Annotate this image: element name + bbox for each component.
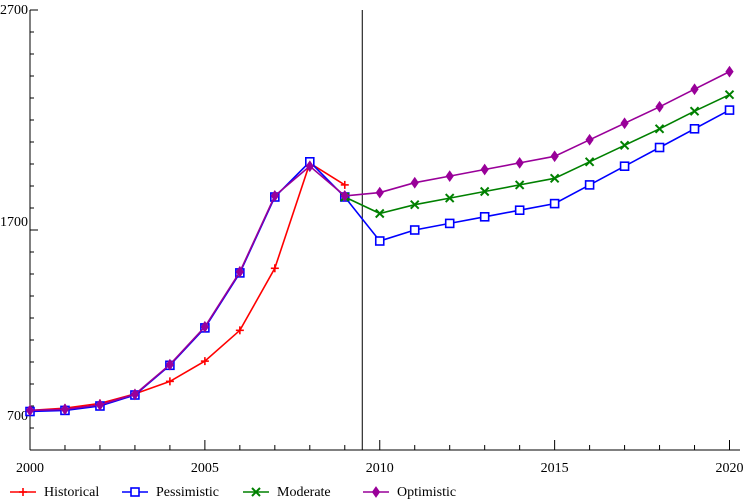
data-point-moderate [584, 157, 595, 167]
data-point-optimistic [270, 190, 279, 202]
data-point-optimistic [690, 83, 699, 96]
legend-label-pessimistic: Pessimistic [156, 485, 219, 500]
data-point-pessimistic [514, 205, 525, 215]
data-point-historical [200, 357, 209, 366]
data-point-pessimistic [444, 218, 455, 229]
series-pessimistic [25, 105, 735, 417]
series-moderate [340, 89, 735, 219]
data-point-pessimistic [584, 180, 595, 190]
series-historical [26, 159, 349, 415]
data-point-optimistic [25, 404, 35, 417]
series-line-moderate [344, 93, 730, 215]
series-optimistic [25, 65, 734, 417]
data-point-optimistic [655, 100, 664, 113]
legend-label-historical: Historical [44, 485, 99, 500]
data-point-optimistic [375, 186, 384, 199]
data-point-optimistic [550, 150, 559, 163]
legend-label-moderate: Moderate [277, 485, 331, 500]
legend-marker-optimistic [371, 486, 381, 498]
y-tick-label: 1700 [0, 215, 28, 230]
legend-item-optimistic: Optimistic [363, 485, 456, 500]
data-point-moderate [514, 180, 525, 190]
data-point-pessimistic [479, 212, 490, 222]
data-point-pessimistic [374, 236, 385, 246]
data-point-pessimistic [689, 124, 700, 134]
data-point-optimistic [480, 163, 489, 176]
data-point-moderate [375, 208, 385, 219]
data-point-optimistic [165, 358, 175, 371]
legend-marker-moderate [251, 487, 261, 497]
data-point-optimistic [60, 403, 70, 416]
legend-marker-pessimistic [130, 487, 140, 497]
data-point-moderate [479, 186, 490, 197]
data-point-moderate [549, 173, 560, 184]
x-tick-label: 2010 [366, 461, 394, 476]
data-point-pessimistic [619, 161, 630, 171]
data-point-optimistic [130, 388, 140, 401]
data-point-optimistic [305, 160, 314, 173]
series-line-historical [29, 161, 346, 412]
legend-label-optimistic: Optimistic [397, 485, 456, 500]
data-point-moderate [410, 199, 420, 210]
data-point-historical [165, 377, 174, 386]
data-point-moderate [619, 140, 630, 151]
data-point-pessimistic [409, 225, 420, 235]
axes: 2000 2005 2010 2015 2020 700 1700 2700 [0, 3, 743, 476]
data-point-pessimistic [724, 105, 735, 115]
data-point-pessimistic [549, 198, 560, 209]
data-point-optimistic [200, 320, 209, 333]
data-point-moderate [444, 193, 455, 203]
data-point-optimistic [95, 399, 105, 411]
legend-item-pessimistic: Pessimistic [122, 485, 219, 500]
legend-marker-historical [19, 488, 27, 496]
data-point-historical [270, 264, 279, 273]
legend-item-historical: Historical [10, 485, 99, 500]
series-line-pessimistic [29, 109, 730, 413]
data-point-optimistic [340, 190, 349, 202]
data-point-moderate [654, 124, 665, 134]
data-point-optimistic [620, 117, 629, 130]
y-tick-label: 2700 [0, 3, 28, 18]
data-point-pessimistic [654, 142, 665, 153]
y-tick-label: 700 [7, 409, 28, 424]
x-tick-label: 2020 [716, 461, 743, 476]
data-point-moderate [724, 89, 735, 100]
x-tick-label: 2015 [541, 461, 569, 476]
data-point-historical [235, 326, 244, 335]
data-point-historical [340, 180, 349, 189]
x-tick-label: 2000 [16, 461, 44, 476]
data-point-optimistic [410, 176, 419, 189]
data-point-optimistic [515, 157, 524, 169]
data-point-optimistic [585, 133, 594, 146]
data-point-optimistic [445, 170, 454, 182]
series-layer [25, 65, 735, 417]
data-point-optimistic [725, 65, 734, 78]
data-point-moderate [689, 106, 700, 116]
legend: Historical Pessimistic Moderate Optimistic [10, 485, 456, 500]
x-tick-label: 2005 [191, 461, 219, 476]
legend-item-moderate: Moderate [243, 485, 331, 500]
data-point-optimistic [235, 265, 244, 278]
